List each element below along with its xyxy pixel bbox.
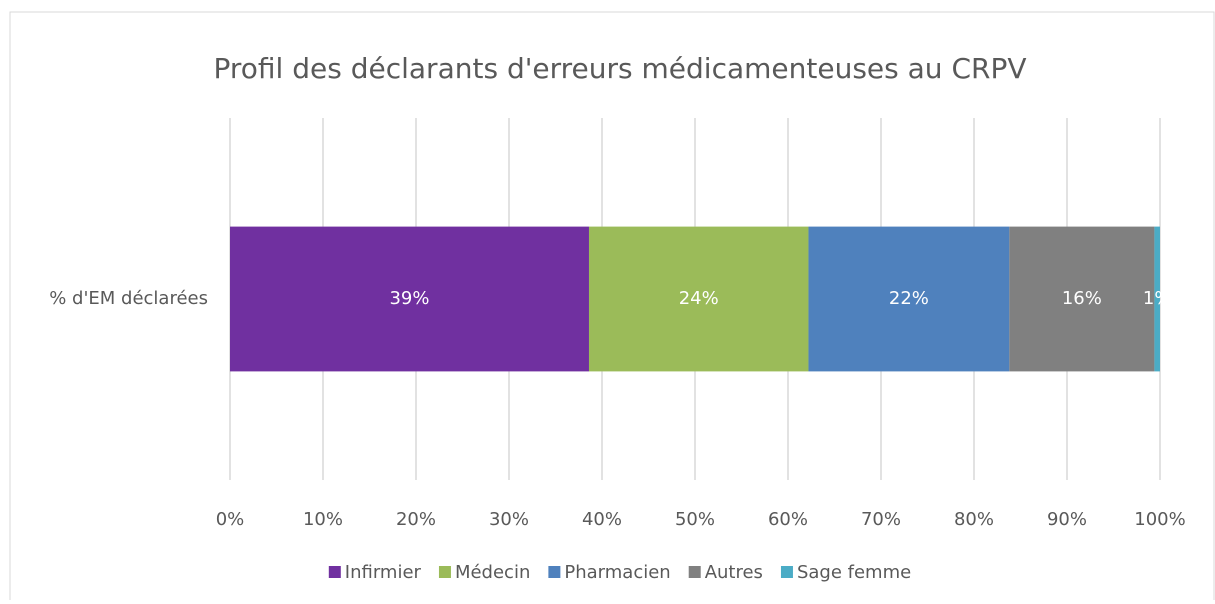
data-label: 16% [1062,288,1102,309]
y-tick-label: % d'EM déclarées [49,288,208,309]
legend-swatch [548,566,561,578]
legend-label: Médecin [455,562,530,583]
x-tick-label: 0% [216,509,245,530]
legend-swatch [328,566,341,578]
x-tick-label: 90% [1047,509,1087,530]
legend-swatch [438,566,451,578]
bar-segment [808,226,1010,372]
legend-label: Pharmacien [564,562,670,583]
legend-label: Sage femme [797,562,911,583]
bar-segment [1154,226,1160,372]
bar-segment [1009,226,1155,372]
x-tick-label: 80% [954,509,994,530]
x-tick-label: 40% [582,509,622,530]
legend-label: Autres [705,562,763,583]
chart-title: Profil des déclarants d'erreurs médicame… [214,52,1027,85]
bar-segment [588,226,809,372]
x-tick-label: 60% [768,509,808,530]
data-label: 22% [889,288,929,309]
legend-label: Infirmier [345,562,422,583]
data-label: 39% [389,288,429,309]
data-label: 24% [679,288,719,309]
x-tick-label: 30% [489,509,529,530]
x-tick-label: 70% [861,509,901,530]
legend-swatch [780,566,793,578]
x-tick-label: 10% [303,509,343,530]
x-tick-label: 20% [396,509,436,530]
x-tick-label: 100% [1134,509,1185,530]
legend-swatch [688,566,701,578]
x-tick-label: 50% [675,509,715,530]
data-label: 1% [1143,288,1172,309]
bar-segment [230,226,589,372]
